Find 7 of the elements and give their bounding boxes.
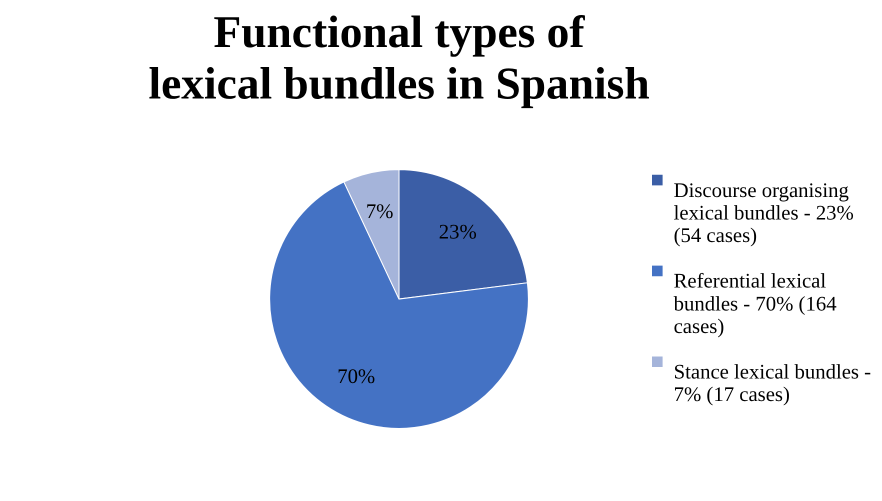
data-label: 23% <box>438 221 477 244</box>
legend-label: Stance lexical bundles - 7% (17 cases) <box>674 362 872 406</box>
data-label: 70% <box>337 366 376 388</box>
chart-title: Functional types of lexical bundles in Spanish <box>148 7 650 109</box>
data-label: 7% <box>366 201 394 224</box>
legend-label: Referential lexical bundles - 70% (164 cases) <box>674 270 838 338</box>
legend-label: Discourse organising lexical bundles - 23% (54 cases) <box>674 180 854 248</box>
